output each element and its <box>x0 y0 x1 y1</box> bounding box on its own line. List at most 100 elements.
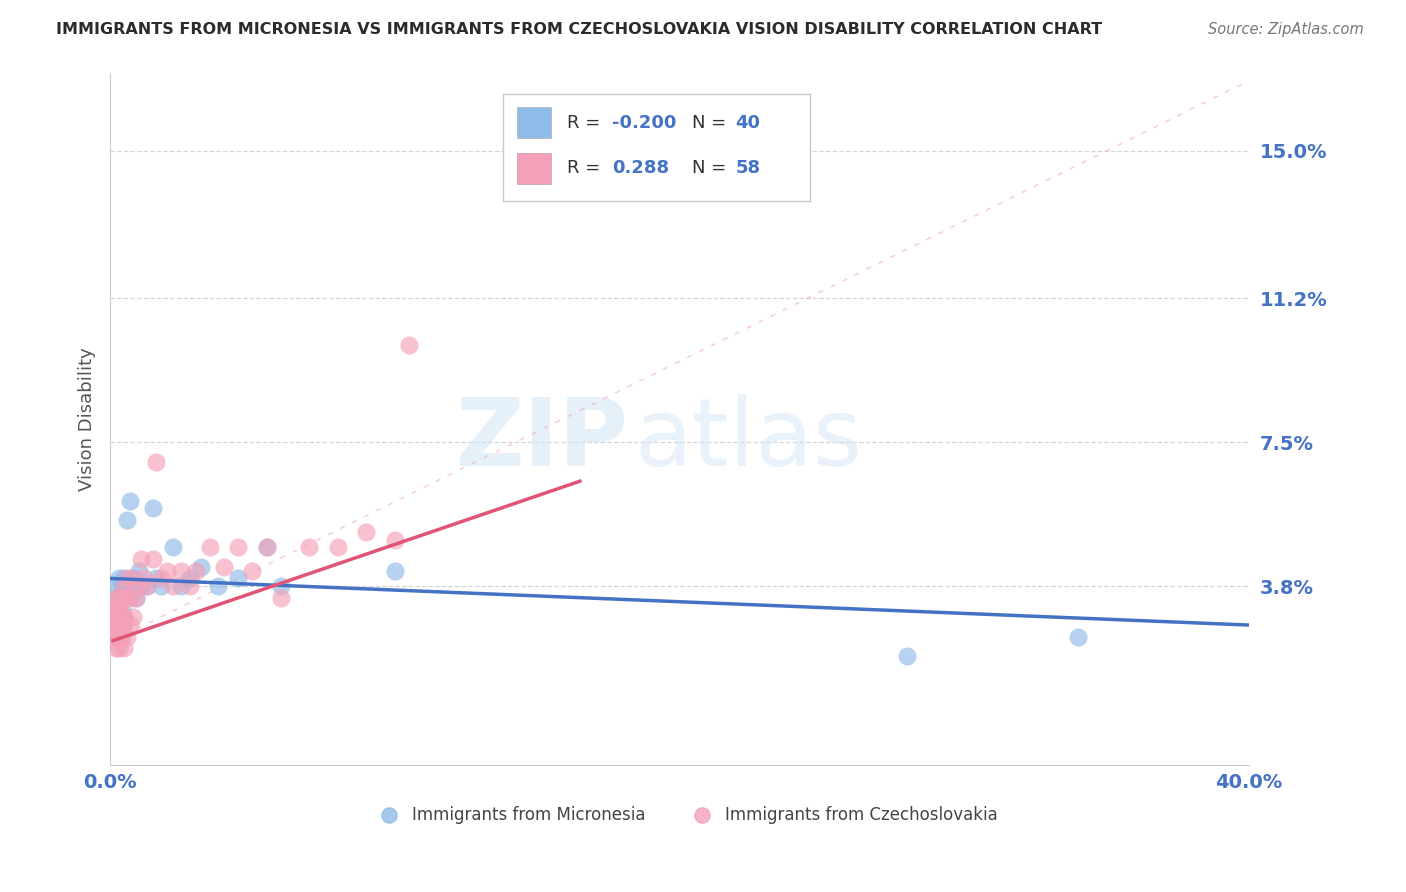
Point <box>298 541 321 555</box>
Point <box>107 591 129 605</box>
Text: Immigrants from Micronesia: Immigrants from Micronesia <box>412 805 645 824</box>
Point <box>128 564 150 578</box>
Point <box>104 579 127 593</box>
Text: atlas: atlas <box>634 393 862 486</box>
Text: N =: N = <box>692 160 733 178</box>
Point <box>104 602 127 616</box>
Point <box>198 541 221 555</box>
Point <box>104 607 127 621</box>
FancyBboxPatch shape <box>503 94 810 201</box>
Point <box>120 591 142 605</box>
Point <box>120 618 142 632</box>
Point <box>115 579 138 593</box>
Point <box>101 602 124 616</box>
Point <box>110 630 132 644</box>
Text: IMMIGRANTS FROM MICRONESIA VS IMMIGRANTS FROM CZECHOSLOVAKIA VISION DISABILITY C: IMMIGRANTS FROM MICRONESIA VS IMMIGRANTS… <box>56 22 1102 37</box>
Point <box>145 455 167 469</box>
Point <box>326 541 349 555</box>
Point <box>212 559 235 574</box>
Point <box>142 501 165 516</box>
Point <box>104 641 127 656</box>
Point <box>356 524 378 539</box>
Point <box>270 591 292 605</box>
Point <box>112 587 135 601</box>
Point <box>122 571 145 585</box>
Point <box>122 610 145 624</box>
Text: -0.200: -0.200 <box>613 114 676 132</box>
Point <box>115 591 138 605</box>
Point <box>110 579 132 593</box>
Point <box>120 579 142 593</box>
Point <box>101 610 124 624</box>
Point <box>107 599 129 613</box>
Point <box>112 618 135 632</box>
Point <box>190 559 212 574</box>
Point <box>128 579 150 593</box>
Point <box>184 564 207 578</box>
Bar <box>516 153 551 184</box>
Point <box>115 571 138 585</box>
Text: Source: ZipAtlas.com: Source: ZipAtlas.com <box>1208 22 1364 37</box>
Text: 40: 40 <box>735 114 761 132</box>
Point <box>107 610 129 624</box>
Point <box>162 541 184 555</box>
Point <box>1067 630 1090 644</box>
Point <box>398 338 420 352</box>
Point <box>120 493 142 508</box>
Point <box>107 610 129 624</box>
Point <box>156 564 179 578</box>
Point <box>115 630 138 644</box>
Text: R =: R = <box>567 114 606 132</box>
Point <box>170 579 193 593</box>
Point <box>110 591 132 605</box>
Point <box>242 564 264 578</box>
Point <box>104 630 127 644</box>
Point <box>110 591 132 605</box>
Point <box>110 618 132 632</box>
Point <box>104 610 127 624</box>
Point <box>226 541 249 555</box>
Point <box>101 618 124 632</box>
Point <box>115 513 138 527</box>
Point <box>104 618 127 632</box>
Point <box>142 552 165 566</box>
Point <box>384 564 406 578</box>
Point <box>104 599 127 613</box>
Point <box>226 571 249 585</box>
Point <box>104 591 127 605</box>
Point <box>170 564 193 578</box>
Point <box>134 571 156 585</box>
Point <box>107 618 129 632</box>
Point <box>104 618 127 632</box>
Point <box>101 610 124 624</box>
Point <box>107 630 129 644</box>
Point <box>107 641 129 656</box>
Point <box>110 602 132 616</box>
Point <box>179 579 201 593</box>
Point <box>122 571 145 585</box>
Point <box>131 552 153 566</box>
Point <box>207 579 229 593</box>
Point <box>150 571 173 585</box>
Point <box>145 571 167 585</box>
Point <box>101 630 124 644</box>
Point <box>136 579 159 593</box>
Point <box>179 571 201 585</box>
Point <box>131 579 153 593</box>
Point <box>256 541 278 555</box>
Point <box>150 579 173 593</box>
Text: 58: 58 <box>735 160 761 178</box>
Point <box>270 579 292 593</box>
Point <box>107 591 129 605</box>
Text: R =: R = <box>567 160 612 178</box>
Bar <box>516 107 551 138</box>
Point <box>107 571 129 585</box>
Point <box>125 591 148 605</box>
Point <box>107 602 129 616</box>
Text: 0.288: 0.288 <box>613 160 669 178</box>
Point <box>110 610 132 624</box>
Point <box>896 649 918 664</box>
Y-axis label: Vision Disability: Vision Disability <box>79 347 96 491</box>
Point <box>101 599 124 613</box>
Point <box>162 579 184 593</box>
